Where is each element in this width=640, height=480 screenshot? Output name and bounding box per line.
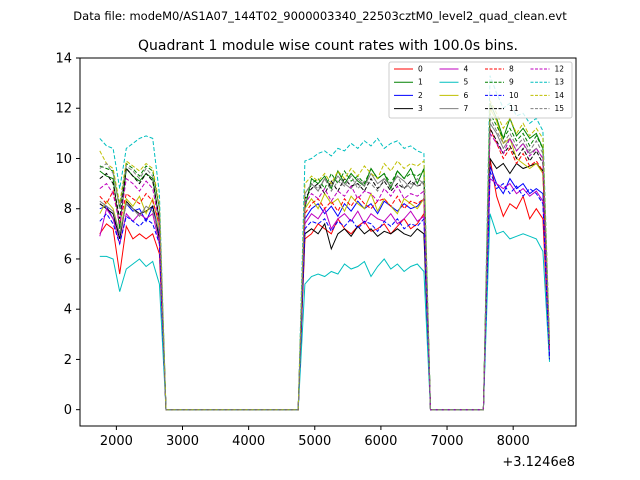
y-tick-label: 8 [64,202,72,217]
series-line-14 [99,100,550,411]
series-line-15 [99,116,550,411]
legend-label-6: 6 [464,91,469,100]
chart-title: Quadrant 1 module wise count rates with … [138,38,518,54]
series-line-5 [99,213,550,411]
series-line-3 [99,156,550,411]
x-tick-label: 7000 [430,434,463,449]
series-line-8 [99,128,550,411]
y-tick-label: 2 [64,353,72,368]
legend-label-15: 15 [555,104,565,113]
legend-label-11: 11 [509,104,519,113]
y-tick-label: 14 [55,52,72,67]
legend-label-4: 4 [464,65,469,74]
series-line-10 [99,170,550,411]
legend-label-7: 7 [464,104,469,113]
y-tick-label: 0 [64,403,72,418]
legend-label-5: 5 [464,78,469,87]
x-tick-label: 8000 [497,434,530,449]
series-line-13 [99,75,550,411]
x-tick-label: 3000 [166,434,199,449]
legend-label-3: 3 [418,104,423,113]
legend-label-1: 1 [418,78,423,87]
y-tick-label: 6 [64,252,72,267]
figure-suptitle: Data file: modeM0/AS1A07_144T02_90000033… [73,9,567,23]
series-line-6 [99,107,550,411]
y-tick-label: 10 [55,152,72,167]
x-tick-label: 6000 [364,434,397,449]
series-line-11 [99,126,550,411]
series-line-7 [99,121,550,411]
legend-label-0: 0 [418,65,423,74]
legend-label-12: 12 [555,65,565,74]
legend-label-13: 13 [555,78,565,87]
legend-label-9: 9 [509,78,514,87]
legend-label-14: 14 [555,91,565,100]
legend-box [388,61,573,119]
x-tick-label: 2000 [100,434,133,449]
plot-area [99,75,550,411]
series-line-12 [99,131,550,411]
x-tick-label: 4000 [232,434,265,449]
x-axis-offset-label: +3.1246e8 [502,455,575,470]
series-line-1 [99,102,550,411]
y-tick-label: 4 [64,303,72,318]
legend-label-10: 10 [509,91,519,100]
series-line-2 [99,165,550,411]
series-line-0 [99,158,550,411]
legend-label-8: 8 [509,65,514,74]
x-tick-label: 5000 [298,434,331,449]
legend-label-2: 2 [418,91,423,100]
axes-frame [79,57,577,427]
y-tick-label: 12 [55,102,72,117]
series-line-9 [99,111,550,411]
